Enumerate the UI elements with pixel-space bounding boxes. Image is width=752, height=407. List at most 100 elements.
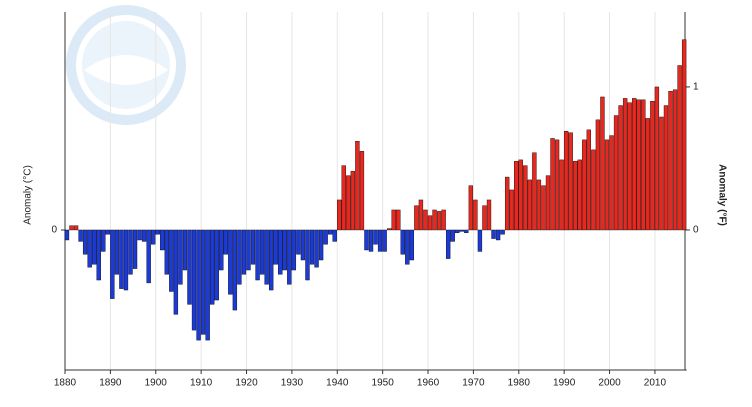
x-tick-label: 1890 (99, 378, 122, 389)
bar (568, 132, 573, 231)
bar (445, 229, 451, 259)
bar (123, 229, 129, 291)
bar (114, 229, 120, 275)
bar (595, 119, 601, 231)
bar (591, 149, 596, 231)
bar (450, 229, 455, 242)
bar (391, 209, 396, 231)
bar (459, 229, 464, 232)
x-tick-label: 1940 (326, 378, 349, 389)
x-tick-label: 1880 (54, 378, 77, 389)
bar (509, 189, 514, 231)
x-tick-label: 1970 (462, 378, 485, 389)
bar (464, 229, 469, 234)
bar (641, 99, 646, 231)
bar (141, 229, 147, 242)
bar (250, 229, 256, 265)
bar (323, 229, 328, 245)
bar (582, 139, 587, 231)
bar (287, 229, 292, 285)
x-tick-label: 1900 (145, 378, 168, 389)
bar (491, 229, 496, 239)
bar (228, 229, 233, 295)
x-tick-label: 2000 (598, 378, 621, 389)
bar (241, 229, 247, 275)
bar (200, 229, 206, 335)
bar (110, 229, 115, 299)
bar (69, 225, 74, 231)
bar (659, 116, 664, 231)
y-tick-label: 0 (51, 225, 57, 236)
bar (187, 229, 192, 305)
bar (328, 229, 333, 235)
bar (622, 98, 628, 231)
bar (296, 229, 301, 255)
bar (550, 138, 555, 231)
bar (405, 229, 410, 265)
bar (500, 229, 505, 235)
bar (663, 105, 669, 231)
bar (119, 229, 124, 289)
bar (160, 229, 165, 251)
bar (164, 229, 169, 275)
bar (672, 89, 678, 231)
x-tick-label: 1990 (553, 378, 576, 389)
y-axis-label: Anomaly (°C) (23, 165, 34, 225)
bar (132, 229, 138, 269)
bar (219, 229, 224, 271)
bar (677, 65, 682, 231)
bar (477, 229, 483, 252)
bar (246, 229, 251, 271)
bar (586, 129, 592, 231)
bar (473, 199, 478, 231)
x-tick-label: 1980 (508, 378, 531, 389)
x-tick-label: 1930 (281, 378, 304, 389)
bar (96, 229, 101, 281)
bar (82, 229, 88, 255)
bar (309, 229, 315, 265)
bar (414, 205, 419, 231)
bar (196, 229, 201, 341)
bar (423, 209, 428, 231)
bar (78, 229, 83, 242)
bar (282, 229, 287, 271)
bar (432, 209, 437, 231)
bar (101, 229, 106, 252)
bar (332, 229, 337, 242)
bar (386, 228, 392, 231)
bar (255, 229, 260, 281)
bar (151, 229, 156, 245)
bar (504, 176, 510, 231)
bar (627, 102, 632, 231)
bar (368, 229, 374, 252)
bar (441, 209, 446, 231)
bar (604, 139, 610, 231)
bar (668, 91, 673, 231)
bar (210, 229, 215, 305)
bar (527, 179, 533, 231)
bar (291, 229, 297, 271)
bar (618, 105, 623, 231)
bar (563, 131, 569, 231)
bar (486, 199, 492, 231)
y2-axis-label: Anomaly (°F) (716, 164, 727, 226)
bar (155, 229, 160, 235)
bar (364, 229, 369, 251)
bar (314, 229, 319, 268)
bar (400, 229, 405, 255)
bar (173, 229, 179, 315)
bar (318, 229, 324, 261)
bar (645, 118, 650, 231)
bar (382, 229, 387, 252)
bar (541, 185, 546, 231)
bar (214, 229, 219, 301)
bar (600, 96, 605, 231)
bar (532, 152, 537, 231)
bar (264, 229, 269, 285)
bar (346, 175, 351, 231)
bar (191, 229, 197, 331)
bar (137, 229, 142, 241)
bar (650, 101, 655, 231)
bar (169, 229, 174, 292)
